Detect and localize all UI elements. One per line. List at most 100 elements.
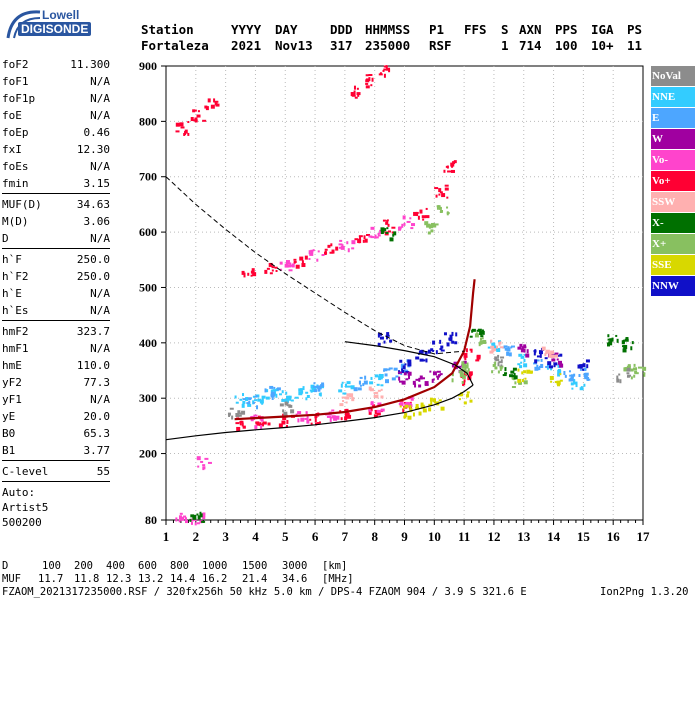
echo-point — [351, 247, 355, 250]
echo-point — [359, 384, 362, 387]
echo-point — [387, 223, 390, 227]
parameter-row: yF1 N/A — [2, 391, 110, 408]
echo-point — [379, 72, 382, 75]
echo-point — [312, 249, 315, 252]
echo-point — [556, 358, 559, 361]
echo-point — [282, 413, 285, 417]
echo-point — [451, 340, 455, 344]
echo-point — [438, 193, 441, 196]
header-value-hhmmss: 235000 — [365, 38, 411, 53]
echo-point — [386, 219, 389, 222]
echo-point — [293, 261, 296, 264]
header-label-yyyy: YYYY — [231, 22, 262, 37]
echo-point — [287, 264, 292, 268]
plot-frame — [165, 65, 644, 521]
echo-point — [202, 464, 206, 467]
echo-point — [578, 374, 581, 378]
echo-point — [563, 371, 566, 376]
echo-point — [523, 344, 527, 348]
echo-point — [196, 114, 201, 118]
echo-point — [633, 367, 638, 371]
x-tick-label: 10 — [428, 529, 441, 544]
echo-point — [497, 370, 500, 374]
x-tick-label: 15 — [577, 529, 591, 544]
parameter-value: 110.0 — [76, 359, 110, 372]
echo-point — [474, 333, 479, 338]
echo-point — [341, 244, 344, 248]
echo-point — [272, 389, 277, 392]
legend-item: X- — [651, 213, 695, 233]
echo-point — [382, 219, 386, 222]
echo-point — [439, 348, 443, 351]
echo-point — [202, 467, 205, 471]
echo-point — [546, 367, 549, 370]
echo-point — [421, 377, 426, 380]
echo-point — [625, 337, 629, 340]
echo-point — [504, 347, 508, 351]
echo-point — [180, 516, 184, 520]
echo-point — [627, 364, 631, 368]
parameter-row: fxI 12.30 — [2, 141, 110, 158]
echo-point — [285, 425, 288, 429]
echo-point — [339, 239, 343, 242]
echo-point — [434, 223, 439, 226]
echo-point — [428, 403, 432, 406]
echo-point — [365, 85, 370, 89]
echo-point — [449, 334, 453, 339]
header-value-p1: RSF — [429, 38, 452, 53]
echo-point — [538, 350, 543, 355]
echo-point — [402, 215, 406, 220]
echo-point — [410, 396, 414, 401]
echo-point — [284, 263, 289, 268]
parameter-row: yE 20.0 — [2, 408, 110, 425]
x-tick-label: 14 — [547, 529, 561, 544]
echo-point — [194, 117, 198, 120]
echo-point — [247, 272, 250, 276]
echo-point — [321, 382, 325, 385]
echo-point — [409, 405, 412, 409]
echo-point — [436, 375, 441, 378]
echo-point — [500, 364, 503, 367]
echo-point — [430, 348, 434, 352]
parameter-label: h`F2 — [2, 270, 29, 283]
echo-point — [362, 239, 365, 243]
echo-point — [534, 366, 539, 371]
echo-point — [199, 513, 203, 518]
echo-point — [432, 340, 436, 345]
echo-point — [269, 385, 274, 389]
echo-point — [351, 397, 355, 402]
echo-point — [551, 358, 556, 362]
echo-point — [295, 413, 298, 416]
echo-point — [276, 387, 281, 391]
echo-point — [190, 521, 193, 525]
echo-point — [429, 370, 432, 373]
echo-point — [333, 416, 338, 421]
header-value-s: 1 — [501, 38, 509, 53]
echo-point — [192, 514, 197, 518]
echo-point — [403, 415, 407, 419]
echo-point — [496, 358, 500, 361]
echo-point — [559, 373, 562, 376]
echo-point — [558, 380, 561, 385]
echo-point — [316, 258, 319, 262]
echo-point — [509, 374, 514, 378]
echo-point — [523, 363, 528, 368]
echo-point — [366, 233, 371, 236]
muf-row: MUF 11.7 11.8 12.3 13.2 14.4 16.2 21.4 3… — [2, 573, 354, 705]
echo-point — [377, 232, 380, 235]
echo-point — [405, 371, 410, 374]
echo-point — [468, 371, 473, 376]
echo-point — [463, 381, 466, 386]
echo-point — [626, 372, 630, 375]
echo-point — [457, 365, 462, 368]
echo-point — [453, 361, 458, 366]
profile-curve — [165, 384, 474, 441]
legend-item: NNE — [651, 87, 695, 107]
separator — [2, 193, 110, 194]
echo-point — [288, 269, 293, 272]
echo-point — [369, 410, 372, 413]
echo-point — [281, 398, 286, 402]
echo-point — [415, 211, 419, 214]
echo-point — [368, 77, 371, 82]
echo-point — [424, 221, 429, 226]
